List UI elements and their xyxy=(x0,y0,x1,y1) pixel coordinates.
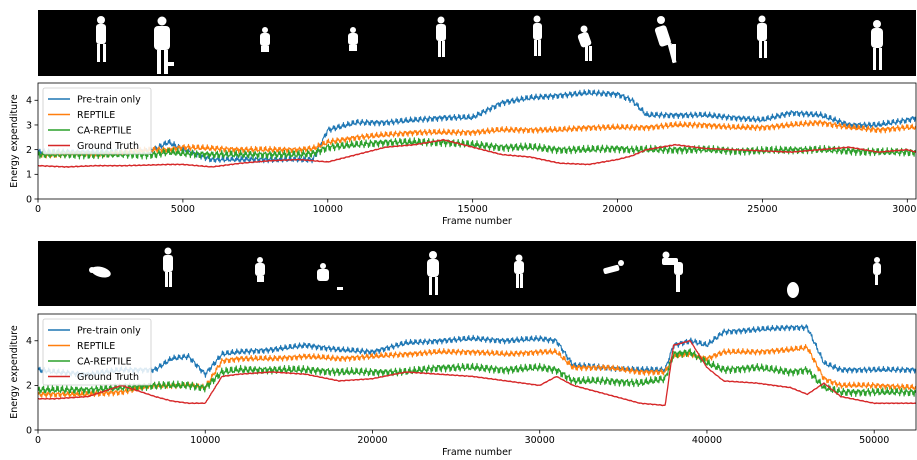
legend-label-truth: Ground Truth xyxy=(77,372,139,383)
silhouette-figures xyxy=(89,247,881,298)
series-group xyxy=(38,324,916,407)
silhouette-figure xyxy=(654,16,677,64)
legend-label-pretrain: Pre-train only xyxy=(77,325,141,336)
x-tick-label: 0 xyxy=(35,204,41,215)
silhouette-strip-background xyxy=(38,241,916,306)
x-tick-label: 15000 xyxy=(458,204,488,215)
y-tick-label: 2 xyxy=(26,381,32,392)
y-axis-label: Energy expenditure xyxy=(9,325,20,419)
legend-label-careptile: CA-REPTILE xyxy=(77,125,132,136)
series-line-truth xyxy=(38,340,916,407)
silhouette-figure xyxy=(348,27,358,51)
y-tick-label: 3 xyxy=(26,120,32,131)
x-tick-label: 0 xyxy=(35,435,41,446)
silhouette-figure xyxy=(427,251,439,295)
silhouette-figure xyxy=(514,254,524,288)
series-line-pretrain xyxy=(38,324,916,378)
silhouette-figure xyxy=(163,247,173,287)
silhouette-strip-1 xyxy=(38,10,916,76)
series-line-reptile xyxy=(38,119,916,159)
series-line-careptile xyxy=(38,348,916,398)
silhouette-figure xyxy=(337,287,343,290)
silhouette-figure xyxy=(96,16,106,62)
legend-label-pretrain: Pre-train only xyxy=(77,94,141,105)
y-tick-label: 2 xyxy=(26,145,32,156)
y-tick-label: 0 xyxy=(26,425,32,436)
y-tick-label: 1 xyxy=(26,170,32,181)
silhouette-figure xyxy=(533,15,542,56)
series-group xyxy=(38,89,916,168)
silhouette-figure xyxy=(255,257,265,282)
silhouette-figure xyxy=(787,282,799,298)
silhouette-figures xyxy=(96,15,883,74)
x-tick-label: 5000 xyxy=(171,204,195,215)
x-tick-label: 10000 xyxy=(190,435,220,446)
x-axis-label: Frame number xyxy=(442,447,512,458)
x-tick-label: 30000 xyxy=(892,204,917,215)
silhouette-strip-2 xyxy=(38,241,916,306)
legend-box xyxy=(42,318,152,386)
x-tick-label: 20000 xyxy=(357,435,387,446)
x-tick-label: 30000 xyxy=(525,435,555,446)
silhouette-figure xyxy=(871,20,883,70)
silhouette-figure xyxy=(317,263,329,281)
legend: Pre-train only REPTILE CA-REPTILE Ground Tr… xyxy=(42,87,152,155)
y-tick-label: 4 xyxy=(26,336,32,347)
series-line-truth xyxy=(38,138,916,168)
plot-frame xyxy=(37,313,917,431)
legend: Pre-train only REPTILE CA-REPTILE Ground Tr… xyxy=(42,318,152,386)
x-tick-label: 40000 xyxy=(692,435,722,446)
silhouette-strip-background xyxy=(38,10,916,76)
silhouette-figure xyxy=(873,257,881,285)
x-tick-label: 10000 xyxy=(313,204,343,215)
plot-frame xyxy=(37,82,917,200)
x-tick-label: 50000 xyxy=(859,435,889,446)
silhouette-figure xyxy=(662,251,683,292)
silhouette-figure xyxy=(89,266,111,278)
silhouette-figure xyxy=(166,62,174,66)
legend-label-reptile: REPTILE xyxy=(77,110,115,121)
series-line-careptile xyxy=(38,137,916,160)
silhouette-figure xyxy=(577,25,592,61)
silhouette-figure xyxy=(260,27,270,52)
chart-panel-2: 0 10000 20000 30000 40000 50000 0 2 4 Frame numbe… xyxy=(9,313,917,458)
legend-label-careptile: CA-REPTILE xyxy=(77,356,132,367)
silhouette-figure xyxy=(603,260,624,275)
legend-label-reptile: REPTILE xyxy=(77,341,115,352)
legend-label-truth: Ground Truth xyxy=(77,141,139,152)
y-tick-label: 4 xyxy=(26,96,32,107)
chart-panel-1: 0 5000 10000 15000 20000 25000 30000 0 1 2 3 4 Frame… xyxy=(9,82,917,227)
y-axis-label: Energy expenditure xyxy=(9,94,20,188)
x-axis-label: Frame number xyxy=(442,216,512,227)
x-tick-label: 20000 xyxy=(602,204,632,215)
x-tick-label: 25000 xyxy=(747,204,777,215)
silhouette-figure xyxy=(436,16,446,57)
legend-box xyxy=(42,87,152,155)
silhouette-figure xyxy=(757,15,767,58)
y-tick-label: 0 xyxy=(26,194,32,205)
